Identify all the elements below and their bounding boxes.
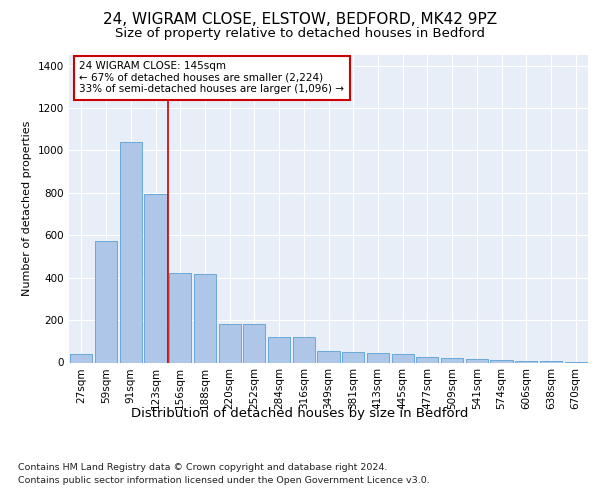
Text: 24 WIGRAM CLOSE: 145sqm
← 67% of detached houses are smaller (2,224)
33% of semi: 24 WIGRAM CLOSE: 145sqm ← 67% of detache… — [79, 61, 344, 94]
Text: Contains public sector information licensed under the Open Government Licence v3: Contains public sector information licen… — [18, 476, 430, 485]
Bar — [416, 357, 439, 362]
Text: Contains HM Land Registry data © Crown copyright and database right 2024.: Contains HM Land Registry data © Crown c… — [18, 462, 388, 471]
Bar — [441, 358, 463, 362]
Y-axis label: Number of detached properties: Number of detached properties — [22, 121, 32, 296]
Text: Size of property relative to detached houses in Bedford: Size of property relative to detached ho… — [115, 28, 485, 40]
Bar — [145, 194, 167, 362]
Bar — [70, 354, 92, 362]
Bar — [119, 142, 142, 362]
Bar — [466, 360, 488, 362]
Bar — [367, 353, 389, 362]
Bar — [490, 360, 512, 362]
Bar — [392, 354, 414, 362]
Bar — [243, 324, 265, 362]
Bar — [194, 274, 216, 362]
Bar — [95, 240, 117, 362]
Bar — [515, 361, 538, 362]
Text: Distribution of detached houses by size in Bedford: Distribution of detached houses by size … — [131, 408, 469, 420]
Bar — [268, 337, 290, 362]
Bar — [317, 351, 340, 362]
Bar — [218, 324, 241, 362]
Bar — [293, 337, 315, 362]
Text: 24, WIGRAM CLOSE, ELSTOW, BEDFORD, MK42 9PZ: 24, WIGRAM CLOSE, ELSTOW, BEDFORD, MK42 … — [103, 12, 497, 28]
Bar — [169, 274, 191, 362]
Bar — [342, 352, 364, 362]
